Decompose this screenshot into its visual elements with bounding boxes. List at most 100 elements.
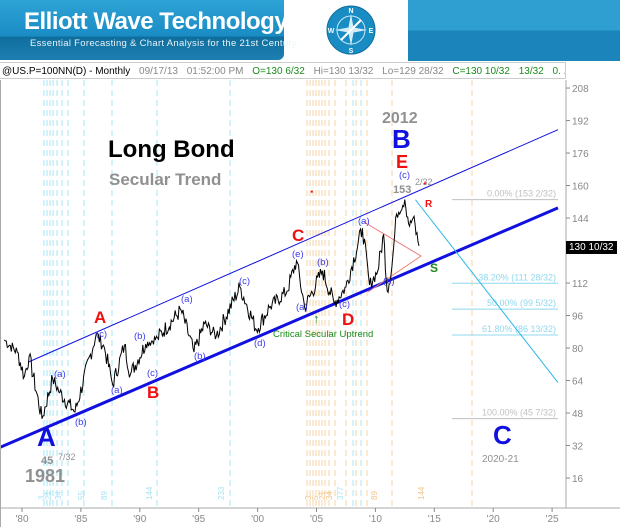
brand-title: Elliott Wave Technology bbox=[24, 8, 288, 35]
wave-label: (c) bbox=[147, 368, 159, 379]
peak-fraction: 2/32 bbox=[415, 177, 433, 187]
wave-D-red: D bbox=[342, 310, 355, 329]
cycle-label: 89 bbox=[100, 491, 109, 500]
wave-label: (a) bbox=[111, 385, 123, 396]
ticker-high: Hi=130 13/32 bbox=[313, 66, 374, 77]
compass-w: W bbox=[328, 28, 335, 35]
wave-B-primary: B bbox=[392, 124, 411, 154]
cycle-label: 233 bbox=[217, 486, 226, 500]
cycle-label: 3 bbox=[304, 495, 313, 500]
wave-C-red: C bbox=[292, 226, 305, 245]
wave-label: (c) bbox=[239, 276, 251, 287]
wave-label: (c) bbox=[399, 170, 411, 181]
ticker-date: 09/17/13 bbox=[139, 66, 178, 77]
marker-dot bbox=[310, 190, 313, 193]
cycle-label: 21 bbox=[318, 491, 327, 500]
y-tick-label: 192 bbox=[572, 117, 589, 128]
fib-label: 50.00% (99 5/32) bbox=[487, 298, 556, 308]
c-target-date: 2020-21 bbox=[482, 454, 519, 465]
wave-B-red: B bbox=[147, 383, 160, 402]
x-tick-label: '05 bbox=[310, 514, 323, 525]
low-fraction: 7/32 bbox=[58, 452, 76, 462]
cycle-label: 55 bbox=[77, 491, 86, 500]
x-tick-label: '20 bbox=[487, 514, 500, 525]
chart-title: Long Bond bbox=[108, 136, 235, 163]
compass-n: N bbox=[348, 8, 353, 15]
ticker-more: 0. ... bbox=[552, 66, 565, 77]
wave-label: (c) bbox=[96, 329, 108, 340]
peak-price: 153 bbox=[393, 184, 412, 196]
y-tick-label: 208 bbox=[572, 84, 589, 95]
x-tick-label: '10 bbox=[369, 514, 382, 525]
x-tick-label: '25 bbox=[546, 514, 559, 525]
cycle-label: 3 bbox=[37, 495, 46, 500]
y-tick-label: 16 bbox=[572, 474, 584, 485]
trend-channel bbox=[0, 129, 559, 449]
y-tick-label: 144 bbox=[572, 214, 589, 225]
fib-label: 61.80% (86 13/32) bbox=[482, 324, 556, 334]
cycle-label: 21 bbox=[44, 491, 53, 500]
ticker-bar: @US.P=100NN(D) - Monthly 09/17/13 01:52:… bbox=[0, 62, 566, 79]
fib-label: 100.00% (45 7/32) bbox=[482, 408, 556, 418]
up-arrow-icon: ↑ bbox=[313, 311, 320, 326]
x-tick-label: '85 bbox=[74, 514, 87, 525]
cycle-label: 144 bbox=[417, 486, 426, 500]
y-tick-label: 80 bbox=[572, 344, 584, 355]
ticker-change: 13/32 bbox=[518, 66, 544, 77]
cycle-label: 34 bbox=[325, 491, 334, 500]
axes: 208 192 176 160 144 112 96 80 64 48 32 16 '80 '85 '90 '… bbox=[0, 80, 620, 527]
y-tick-label: 64 bbox=[572, 377, 584, 388]
x-tick-label: '00 bbox=[251, 514, 264, 525]
ticker-open: O=130 6/32 bbox=[252, 66, 305, 77]
ticker-close: C=130 10/32 bbox=[452, 66, 510, 77]
y-tick-label: 96 bbox=[572, 312, 584, 323]
x-tick-label: '80 bbox=[15, 514, 28, 525]
ticker-time: 01:52:00 PM bbox=[186, 66, 244, 77]
critical-uptrend-label: Critical Secular Uptrend bbox=[273, 329, 374, 340]
wave-label: (b) bbox=[194, 351, 206, 362]
banner-block-right bbox=[408, 0, 620, 61]
marker-dot bbox=[423, 182, 426, 185]
fib-label: 38.20% (111 28/32) bbox=[478, 272, 556, 282]
fib-label: 0.00% (153 2/32) bbox=[487, 189, 556, 199]
y-tick-label: 112 bbox=[572, 279, 588, 290]
wave-label: (a) bbox=[296, 302, 308, 313]
wave-label: (e) bbox=[292, 249, 304, 260]
wave-C-primary: C bbox=[493, 420, 512, 450]
x-tick-label: '95 bbox=[192, 514, 205, 525]
ticker-symbol: @US.P=100NN(D) - Monthly bbox=[2, 66, 131, 77]
compass-icon: N E S W bbox=[326, 5, 376, 55]
wave-label: (a) bbox=[358, 216, 370, 227]
y-tick-label: 160 bbox=[572, 182, 589, 193]
support-label: S bbox=[430, 261, 439, 275]
ticker-low: Lo=129 28/32 bbox=[382, 66, 444, 77]
triangle-pattern bbox=[363, 221, 422, 293]
wave-E: E bbox=[396, 152, 409, 172]
wave-label: (b) bbox=[383, 276, 395, 287]
low-price: 45 bbox=[41, 455, 54, 467]
brand-banner: Elliott Wave Technology Essential Foreca… bbox=[0, 0, 297, 60]
projection-line bbox=[415, 199, 559, 383]
brand-subtitle: Essential Forecasting & Chart Analysis f… bbox=[30, 38, 297, 49]
wave-A-red: A bbox=[94, 308, 107, 327]
fib-retracements: 0.00% (153 2/32) 38.20% (111 28/32) 50.00%… bbox=[452, 189, 558, 420]
y-tick-label: 176 bbox=[572, 149, 589, 160]
wave-label: (a) bbox=[54, 369, 66, 380]
wave-label: (b) bbox=[75, 417, 87, 428]
cycle-label: 34 bbox=[54, 491, 63, 500]
wave-label: (b) bbox=[317, 257, 329, 268]
chart-subtitle: Secular Trend bbox=[109, 170, 222, 189]
compass-s: S bbox=[349, 48, 354, 55]
channel-lower-line bbox=[0, 206, 559, 449]
peak-year: 2012 bbox=[382, 110, 418, 127]
wave-A-primary: A bbox=[37, 422, 56, 452]
cycle-label: 144 bbox=[145, 486, 154, 500]
last-price-tag: 130 10/32 bbox=[566, 241, 617, 254]
x-tick-label: '90 bbox=[133, 514, 146, 525]
cycle-label: 377 bbox=[336, 486, 345, 500]
y-tick-label: 48 bbox=[572, 409, 584, 420]
resistance-label: R bbox=[425, 199, 433, 210]
cycle-label: 5 bbox=[311, 495, 320, 500]
wave-label: (d) bbox=[254, 338, 266, 349]
